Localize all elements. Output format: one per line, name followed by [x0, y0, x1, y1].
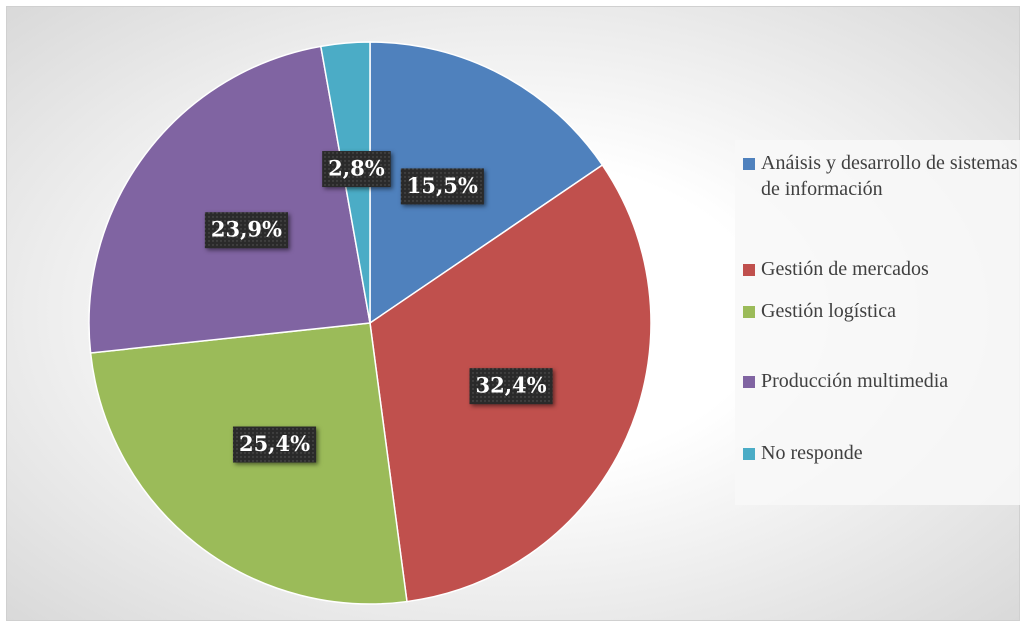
- data-label-box: [322, 151, 391, 188]
- legend-item: Gestión logística: [743, 298, 1026, 324]
- legend-item: No responde: [743, 440, 1026, 466]
- pie-slice: [369, 41, 604, 325]
- legend-label: Producción multimedia: [761, 370, 949, 392]
- legend-item: Producción multimedia: [743, 368, 1026, 394]
- legend-swatch: [743, 306, 755, 318]
- data-label-text: 23,9%: [211, 217, 282, 242]
- data-label-box: [232, 426, 317, 463]
- data-label: 32,4%: [469, 368, 553, 405]
- legend-swatch: [743, 158, 755, 170]
- pie-slice: [88, 45, 371, 354]
- data-label: 15,5%: [400, 168, 484, 205]
- legend-swatch: [743, 448, 755, 460]
- legend-item: Anáisis y desarrollo de sistemas de info…: [743, 150, 1026, 202]
- data-label-box: [400, 168, 484, 205]
- data-label: 25,4%: [232, 426, 317, 463]
- legend-label: Gestión logística: [761, 300, 896, 322]
- legend-swatch: [743, 264, 755, 276]
- legend: Anáisis y desarrollo de sistemas de info…: [735, 140, 1020, 505]
- data-label: 2,8%: [322, 151, 391, 188]
- data-label: 23,9%: [204, 212, 289, 249]
- pie-slice: [89, 322, 408, 605]
- data-label-text: 2,8%: [328, 156, 385, 181]
- legend-label: No responde: [761, 442, 863, 464]
- data-label-text: 15,5%: [407, 173, 478, 198]
- legend-swatch: [743, 376, 755, 388]
- data-label-box: [469, 368, 553, 405]
- data-label-box: [204, 212, 289, 249]
- legend-item: Gestión de mercados: [743, 256, 1026, 282]
- legend-label: Gestión de mercados: [761, 258, 929, 280]
- legend-label: Anáisis y desarrollo de sistemas de info…: [761, 152, 1018, 200]
- data-label-text: 32,4%: [476, 373, 547, 398]
- data-label-text: 25,4%: [239, 431, 310, 456]
